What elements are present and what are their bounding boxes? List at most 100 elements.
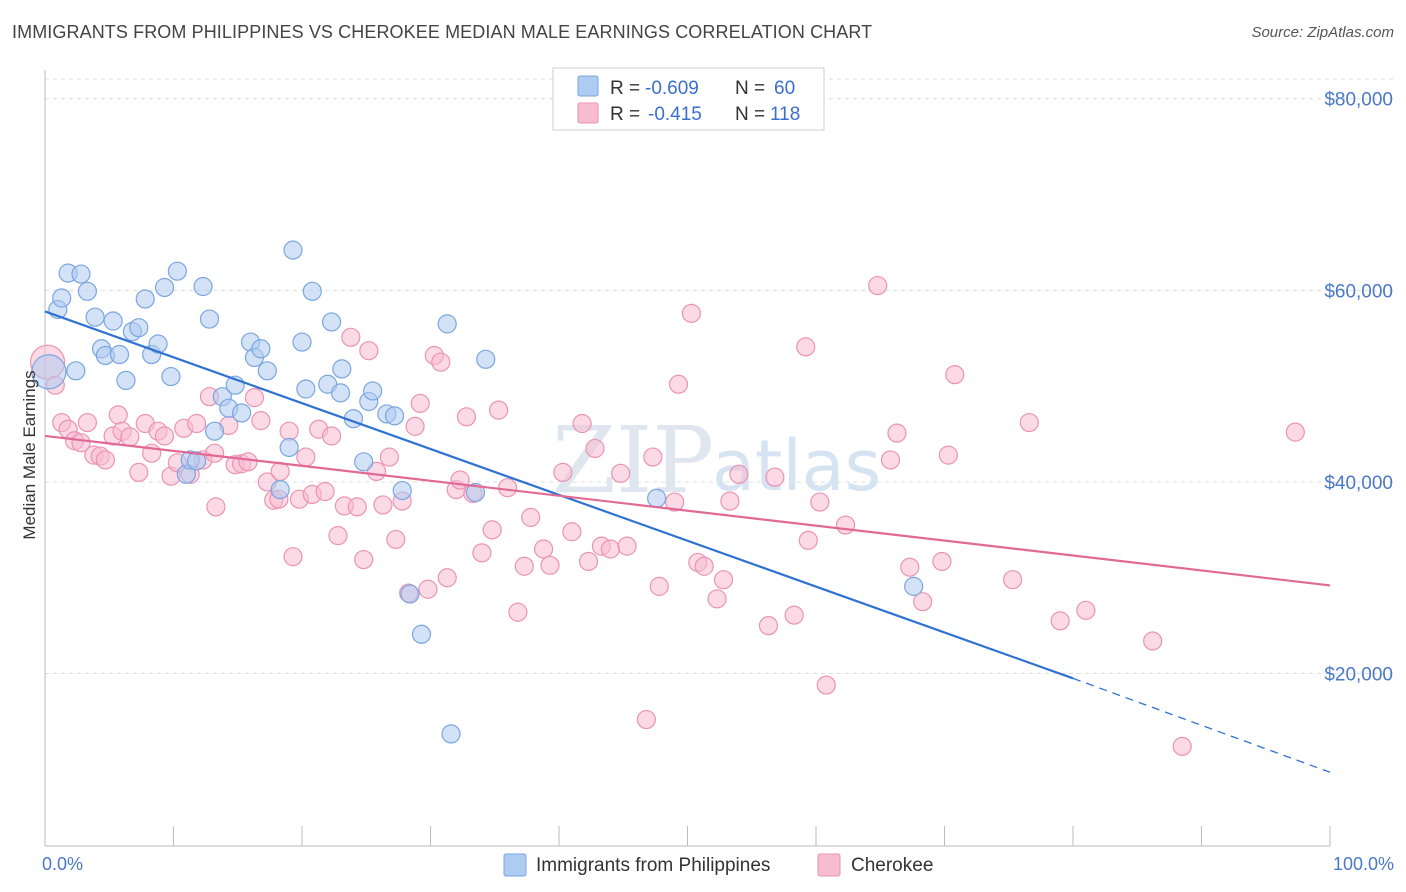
cherokee-point — [784, 605, 804, 625]
cherokee-point — [251, 411, 271, 431]
cherokee-point — [373, 495, 393, 515]
philippines-point — [904, 576, 924, 596]
cherokee-point — [720, 491, 740, 511]
cherokee-point — [71, 433, 91, 453]
y-tick-label-2: $60,000 — [1324, 281, 1393, 302]
philippines-point — [465, 482, 486, 503]
cherokee-point — [1019, 412, 1039, 433]
cherokee-points — [29, 275, 1305, 756]
philippines-point — [161, 366, 181, 387]
cherokee-point — [938, 445, 958, 465]
cherokee-point — [932, 551, 952, 572]
cherokee-point — [887, 423, 907, 443]
cherokee-point — [482, 520, 502, 540]
series-legend: Immigrants from Philippines Cherokee — [503, 853, 933, 877]
cherokee-point — [578, 551, 599, 572]
cherokee-point — [341, 327, 361, 347]
philippines-point — [270, 480, 290, 500]
philippines-point — [103, 311, 123, 331]
cherokee-point — [729, 464, 749, 484]
cherokee-point — [758, 616, 779, 636]
philippines-points — [31, 240, 924, 744]
axes — [44, 70, 1331, 847]
cherokee-point — [798, 530, 818, 550]
cherokee-point — [1076, 600, 1096, 620]
cherokee-point — [611, 463, 631, 483]
cherokee-point — [386, 529, 406, 550]
cherokee-point — [431, 352, 451, 372]
philippines-point — [296, 379, 316, 399]
philippines-point — [283, 240, 303, 260]
philippines-trend-extension — [1072, 677, 1331, 773]
cherokee-point — [694, 556, 714, 576]
philippines-point — [400, 584, 420, 604]
philippines-point — [302, 281, 322, 301]
philippines-point — [354, 452, 374, 472]
philippines-point — [332, 359, 352, 379]
philippines-point — [392, 480, 412, 501]
series-legend-label-philippines: Immigrants from Philippines — [536, 855, 770, 876]
cherokee-point — [283, 547, 303, 567]
philippines-point — [135, 289, 155, 309]
cherokee-point — [187, 413, 207, 434]
cherokee-point — [354, 549, 374, 570]
cherokee-point — [913, 592, 933, 612]
legend-r-label-2: R = — [610, 104, 640, 125]
cherokee-point — [668, 374, 689, 394]
cherokee-point — [810, 492, 830, 512]
cherokee-point — [321, 426, 342, 446]
cherokee-point — [120, 427, 140, 447]
cherokee-point — [521, 507, 541, 527]
philippines-point — [437, 314, 457, 334]
cherokee-point — [508, 602, 528, 622]
philippines-point — [109, 344, 130, 365]
cherokee-trend-line — [44, 434, 1331, 587]
cherokee-point — [562, 522, 582, 542]
philippines-point — [384, 406, 405, 426]
cherokee-point — [77, 412, 98, 433]
cherokee-point — [765, 467, 785, 487]
cherokee-point — [880, 450, 901, 470]
philippines-point — [85, 307, 105, 327]
philippines-point — [205, 421, 225, 441]
cherokee-point — [418, 579, 438, 599]
cherokee-point — [1003, 570, 1023, 590]
cherokee-point — [205, 443, 225, 463]
cherokee-point — [540, 555, 560, 575]
philippines-point — [251, 339, 271, 359]
philippines-point — [199, 309, 220, 329]
legend-swatch-blue — [577, 75, 599, 97]
philippines-point — [330, 383, 351, 403]
legend-r-value-2: -0.415 — [648, 104, 702, 125]
series-legend-swatch-blue — [503, 853, 527, 877]
series-legend-label-cherokee: Cherokee — [851, 855, 933, 876]
cherokee-point — [572, 413, 592, 434]
cherokee-point — [129, 462, 149, 482]
cherokee-point — [816, 675, 836, 695]
cherokee-point — [238, 452, 258, 472]
cherokee-point — [206, 497, 226, 517]
cherokee-point — [498, 478, 518, 498]
cherokee-point — [405, 416, 425, 436]
cherokee-point — [1143, 631, 1163, 651]
cherokee-point — [95, 450, 115, 470]
cherokee-point — [296, 447, 316, 467]
cherokee-point — [649, 576, 669, 596]
cherokee-point — [328, 525, 348, 546]
y-tick-label-0: $20,000 — [1324, 665, 1393, 686]
philippines-point — [411, 624, 432, 644]
philippines-point — [148, 334, 168, 354]
cherokee-point — [707, 589, 727, 609]
philippines-point — [232, 403, 252, 423]
philippines-point — [154, 277, 175, 298]
cherokee-point — [643, 447, 663, 467]
cherokee-point — [665, 492, 685, 512]
cherokee-point — [472, 543, 492, 563]
cherokee-point — [868, 275, 888, 296]
philippines-point — [441, 724, 461, 744]
cherokee-point — [514, 556, 534, 576]
philippines-point — [129, 318, 149, 338]
cherokee-point — [244, 388, 265, 408]
cherokee-point — [945, 365, 965, 385]
series-legend-swatch-pink — [817, 853, 841, 877]
